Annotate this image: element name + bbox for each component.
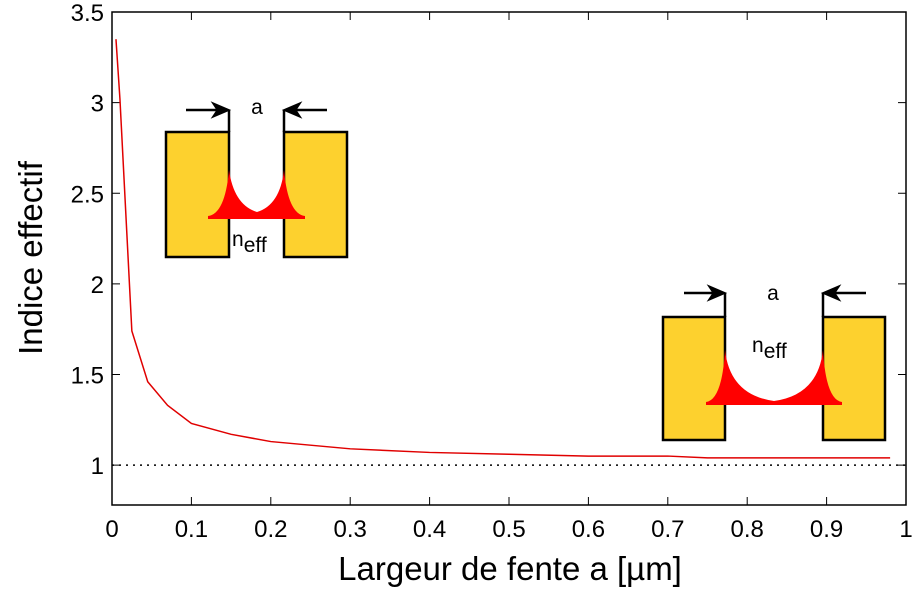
axes-box [111,11,907,506]
x-tick-label: 0.9 [810,516,843,543]
y-tick-label: 3.5 [71,0,104,27]
y-axis-label: Indice effectif [12,160,49,355]
arrow-head [210,101,232,119]
x-tick-label: 1 [899,516,912,543]
x-tick-label: 0.2 [254,516,287,543]
data-line [115,39,891,459]
y-tick-label: 1 [91,453,104,480]
x-tick-label: 0.6 [572,516,605,543]
index-label: neff [232,228,267,257]
mode-profile [208,170,305,219]
x-tick-label: 0.4 [413,516,446,543]
y-tick-label: 2 [91,272,104,299]
width-label: a [767,282,779,305]
mode-profile [706,350,842,405]
x-tick-label: 0.5 [492,516,525,543]
x-tick-label: 0.3 [334,516,367,543]
metal-block [661,315,727,442]
x-axis-label: Largeur de fente a [µm] [338,550,682,587]
index-subscript: eff [244,234,267,257]
metal-block [282,130,349,259]
index-label: neff [752,334,787,363]
inset-narrow: a neff [164,96,349,259]
arrow-head [820,284,842,302]
x-tick-label: 0.1 [175,516,208,543]
arrow-head [281,101,303,119]
y-tick-label: 1.5 [71,363,104,390]
width-label: a [251,96,263,119]
y-tick-label: 2.5 [71,181,104,208]
x-tick-label: 0 [105,516,118,543]
inset-wide: a neff [661,282,887,442]
arrow-head [706,284,728,302]
index-subscript: eff [764,340,787,363]
x-tick-label: 0.7 [651,516,684,543]
metal-block [164,130,231,259]
index-symbol: n [232,228,244,251]
x-tick-label: 0.8 [731,516,764,543]
index-symbol: n [752,334,764,357]
plot-area: 0 0.1 0.2 0.3 0.4 0.5 0.6 0.7 0.8 0.9 1 1 1.5 2 2.5 3 3.… [71,0,913,543]
metal-block [821,315,887,442]
y-tick-label: 3 [91,91,104,118]
